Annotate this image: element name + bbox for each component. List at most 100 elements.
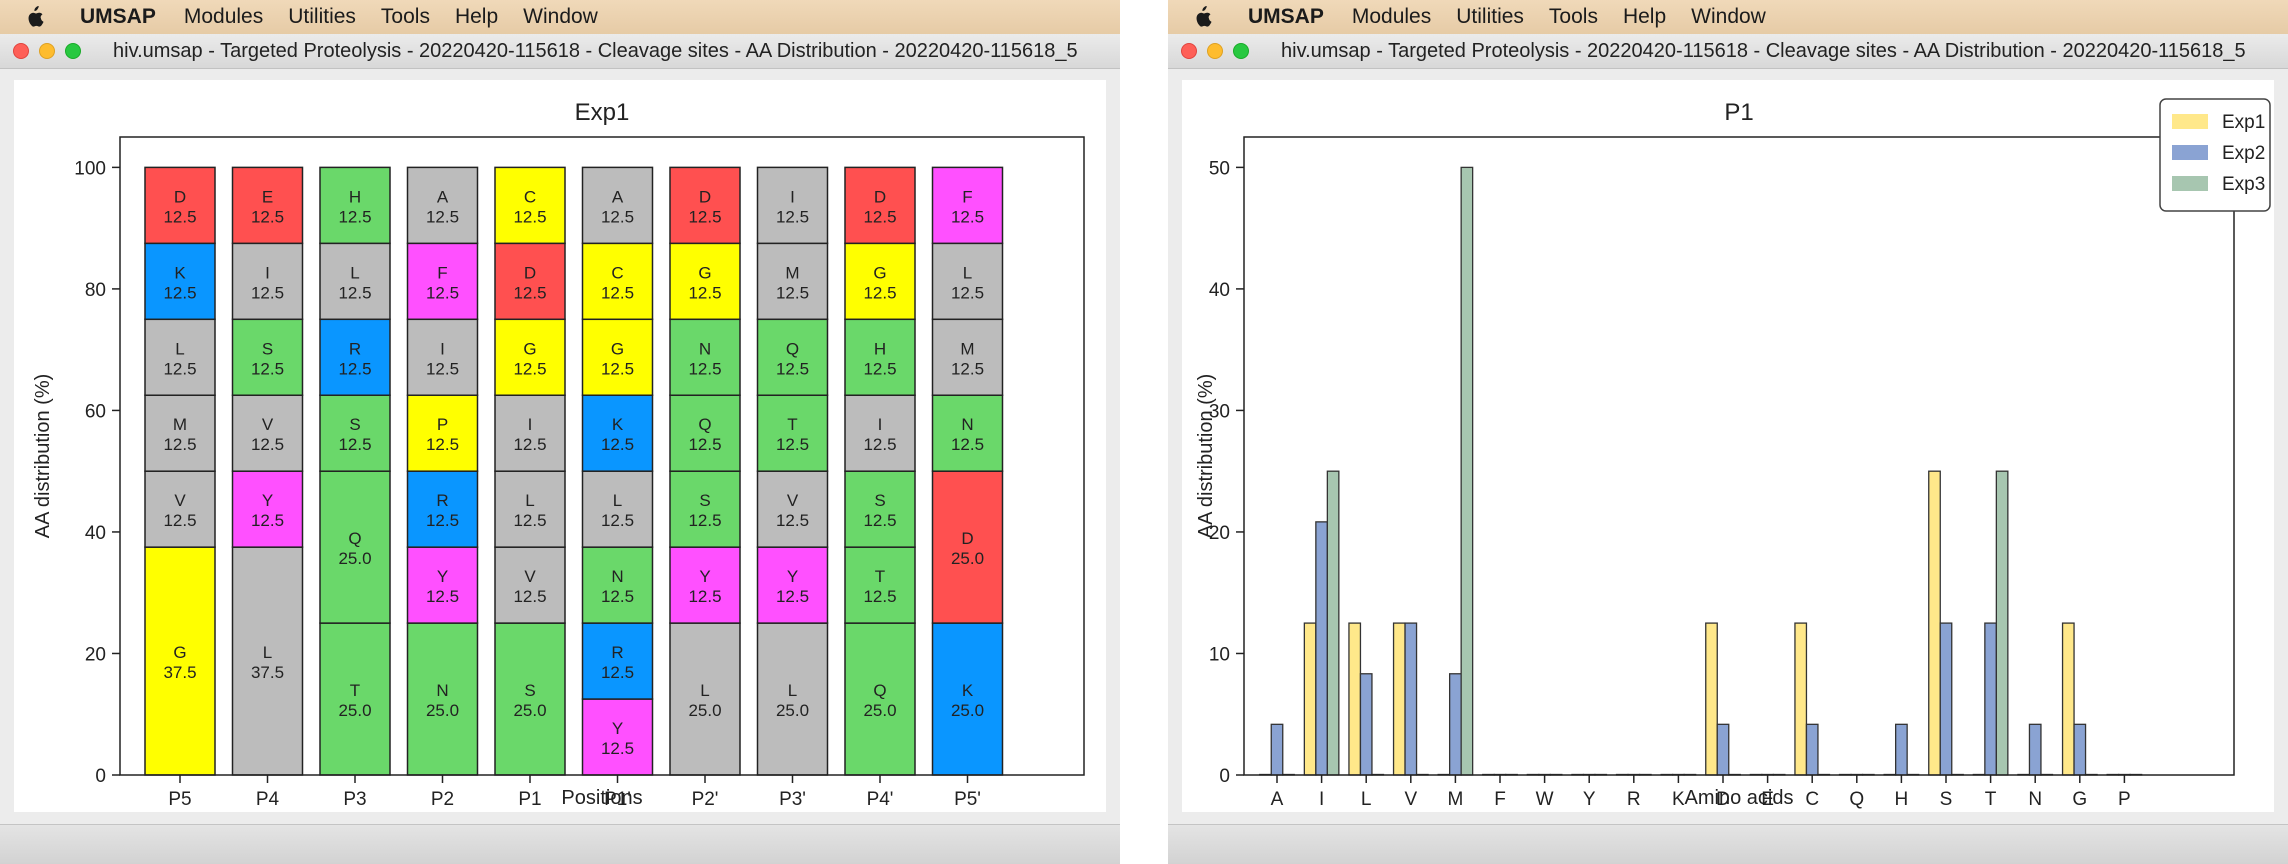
segment-value-label: 25.0 <box>426 701 459 720</box>
legend-swatch-exp2 <box>2172 145 2208 160</box>
bar-segment-P4-I <box>231 242 304 321</box>
apple-icon[interactable] <box>1192 6 1236 28</box>
menu-app-name[interactable]: UMSAP <box>1248 5 1324 28</box>
menu-utilities[interactable]: Utilities <box>288 5 356 28</box>
bar-segment-P4-L <box>231 546 304 776</box>
menu-utilities[interactable]: Utilities <box>1456 5 1524 28</box>
bar-exp2-I <box>1315 521 1329 776</box>
bar-segment-P3'-I <box>756 166 829 245</box>
y-axis-label: AA distribution (%) <box>32 374 54 539</box>
x-tick-label: P3' <box>779 789 806 810</box>
segment-aa-label: N <box>699 339 711 358</box>
segment-value-label: 12.5 <box>601 359 634 378</box>
segment-value-label: 25.0 <box>776 701 809 720</box>
segment-value-label: 12.5 <box>951 435 984 454</box>
x-tick-label: S <box>1940 789 1953 810</box>
segment-value-label: 12.5 <box>776 283 809 302</box>
x-tick-label: P2' <box>692 789 719 810</box>
menu-app-name[interactable]: UMSAP <box>80 5 156 28</box>
menu-modules[interactable]: Modules <box>183 5 264 28</box>
bar-segment-P2-A <box>406 166 479 245</box>
bar-segment-P3-R <box>319 318 391 396</box>
y-tick-label: 100 <box>74 158 106 179</box>
close-button[interactable] <box>1181 43 1197 59</box>
x-tick-label: P1' <box>604 789 631 810</box>
segment-value-label: 12.5 <box>163 207 196 226</box>
x-tick-label: H <box>1895 789 1909 810</box>
bar-segment-P1'-C <box>581 242 654 321</box>
segment-aa-label: S <box>524 681 535 700</box>
bar-segment-P3'-L <box>756 622 829 776</box>
segment-aa-label: H <box>349 187 361 206</box>
close-button[interactable] <box>13 43 29 59</box>
menu-modules[interactable]: Modules <box>1351 5 1432 28</box>
x-tick-label: N <box>2028 789 2042 810</box>
bar-segment-P3'-T <box>756 394 829 472</box>
minimize-button[interactable] <box>39 43 55 59</box>
menu-tools[interactable]: Tools <box>380 5 430 28</box>
segment-aa-label: G <box>523 339 536 358</box>
bar-segment-P1-C <box>494 166 566 245</box>
segment-value-label: 25.0 <box>338 549 371 568</box>
segment-aa-label: I <box>440 339 445 358</box>
segment-aa-label: V <box>262 415 274 434</box>
segment-aa-label: L <box>525 491 534 510</box>
menu-bar: UMSAP Modules Utilities Tools Help Windo… <box>1168 0 2288 35</box>
segment-aa-label: A <box>612 187 624 206</box>
segment-value-label: 12.5 <box>251 435 284 454</box>
bar-segment-P2'-D <box>669 166 741 245</box>
segment-aa-label: Y <box>262 491 273 510</box>
bar-exp2-N <box>2028 723 2042 776</box>
segment-aa-label: D <box>874 187 886 206</box>
segment-value-label: 12.5 <box>163 283 196 302</box>
bar-exp2-C <box>1805 723 1819 776</box>
zoom-button[interactable] <box>65 43 81 59</box>
bar-exp3-M <box>1460 166 1474 776</box>
menu-window[interactable]: Window <box>523 5 598 28</box>
bar-segment-P4'-I <box>844 394 916 472</box>
menu-help[interactable]: Help <box>1622 5 1667 28</box>
y-axis-label: AA distribution (%) <box>1195 374 1217 539</box>
window-titlebar[interactable]: hiv.umsap - Targeted Proteolysis - 20220… <box>0 34 1120 69</box>
menu-help[interactable]: Help <box>454 5 499 28</box>
segment-aa-label: H <box>874 339 886 358</box>
segment-aa-label: D <box>699 187 711 206</box>
segment-aa-label: Q <box>786 339 799 358</box>
x-tick-label: P5' <box>954 789 981 810</box>
segment-aa-label: K <box>174 263 186 282</box>
bar-segment-P5-D <box>144 166 216 245</box>
bar-segment-P5-G <box>144 546 216 776</box>
minimize-button[interactable] <box>1207 43 1223 59</box>
x-tick-label: P4 <box>256 789 280 810</box>
menu-tools[interactable]: Tools <box>1548 5 1598 28</box>
bar-segment-P2'-N <box>669 318 741 396</box>
segment-value-label: 12.5 <box>601 739 634 758</box>
segment-aa-label: F <box>962 187 972 206</box>
segment-value-label: 25.0 <box>338 701 371 720</box>
segment-aa-label: T <box>787 415 797 434</box>
segment-aa-label: I <box>790 187 795 206</box>
x-tick-label: W <box>1536 789 1554 810</box>
segment-value-label: 12.5 <box>251 283 284 302</box>
segment-value-label: 37.5 <box>251 663 284 682</box>
x-tick-label: M <box>1447 789 1463 810</box>
segment-aa-label: K <box>612 415 624 434</box>
segment-aa-label: D <box>174 187 186 206</box>
segment-aa-label: T <box>875 567 885 586</box>
bar-segment-P5'-D <box>931 470 1004 624</box>
bar-exp2-A <box>1270 723 1284 776</box>
segment-aa-label: M <box>785 263 799 282</box>
menu-window[interactable]: Window <box>1691 5 1766 28</box>
window-titlebar[interactable]: hiv.umsap - Targeted Proteolysis - 20220… <box>1168 34 2288 69</box>
x-tick-label: T <box>1985 789 1997 810</box>
apple-icon[interactable] <box>24 6 68 28</box>
segment-value-label: 12.5 <box>251 359 284 378</box>
bar-segment-P5'-F <box>931 166 1004 245</box>
zoom-button[interactable] <box>1233 43 1249 59</box>
y-tick-label: 60 <box>85 401 106 422</box>
segment-aa-label: N <box>436 681 448 700</box>
legend-swatch-exp3 <box>2172 176 2208 191</box>
segment-value-label: 25.0 <box>863 701 896 720</box>
y-tick-label: 20 <box>1209 523 1230 544</box>
segment-aa-label: I <box>265 263 270 282</box>
